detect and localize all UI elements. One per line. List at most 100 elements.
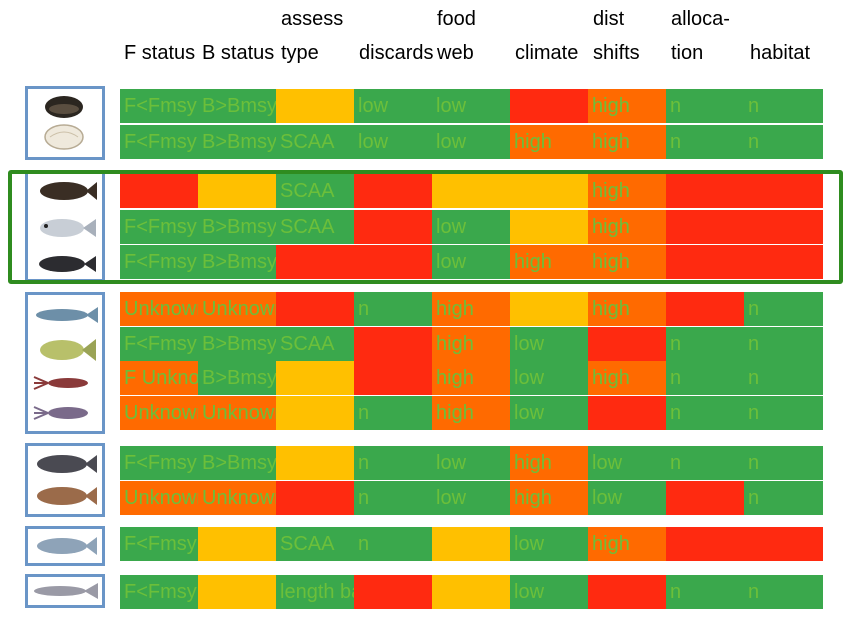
- butterfish-icon: [40, 339, 96, 361]
- heatmap-cell: [588, 327, 667, 361]
- heatmap-cell: n: [744, 292, 823, 326]
- heatmap-cell: [276, 446, 355, 480]
- heatmap-cell: high: [510, 245, 589, 279]
- heatmap-cell: n: [744, 327, 823, 361]
- heatmap-cell: high: [588, 245, 667, 279]
- heatmap-cell: n: [354, 292, 433, 326]
- heatmap-cell: high: [432, 361, 511, 395]
- heatmap-cell: low: [510, 575, 589, 609]
- heatmap-cell: [744, 527, 823, 561]
- tilefish-icon: [37, 455, 97, 473]
- heatmap-cell: F<Fmsy: [120, 210, 199, 244]
- heatmap-cell: low: [510, 327, 589, 361]
- heatmap-row: F<Fmsy B>Bmsy n low high low n n: [120, 446, 823, 480]
- heatmap-cell: low: [432, 125, 511, 159]
- heatmap-cell: [744, 245, 823, 279]
- heatmap-cell: n: [354, 396, 433, 430]
- heatmap-cell: n: [666, 327, 745, 361]
- heatmap-cell: [666, 245, 745, 279]
- heatmap-cell: high: [588, 292, 667, 326]
- heatmap-cell: low: [510, 527, 589, 561]
- header-habitat: habitat: [750, 36, 810, 70]
- heatmap-cell: high: [588, 89, 667, 123]
- flounder-icon: [40, 182, 97, 200]
- heatmap-cell: n: [744, 396, 823, 430]
- heatmap-cell: n: [666, 446, 745, 480]
- heatmap-cell: [354, 245, 433, 279]
- species-group-tilefish: [25, 443, 105, 517]
- heatmap-cell: n: [666, 361, 745, 395]
- heatmap-cell: [666, 292, 745, 326]
- heatmap-cell: [432, 174, 511, 208]
- header-line: dist: [593, 8, 625, 30]
- heatmap-row: F<Fmsy B>Bmsy low low high n n: [120, 89, 823, 123]
- heatmap-cell: [354, 575, 433, 609]
- sea-bass-icon: [39, 256, 96, 272]
- heatmap-cell: high: [588, 125, 667, 159]
- heatmap-cell: high: [588, 361, 667, 395]
- heatmap-cell: [276, 481, 355, 515]
- heatmap-cell: low: [432, 481, 511, 515]
- species-group-bluefish: [25, 526, 105, 566]
- header-food-web: food web: [437, 2, 476, 70]
- heatmap-cell: n: [354, 527, 433, 561]
- heatmap-cell: high: [510, 125, 589, 159]
- heatmap-cell: [354, 210, 433, 244]
- header-allocation: alloca- tion: [671, 2, 730, 70]
- header-line: web: [437, 42, 474, 64]
- heatmap-cell: low: [588, 446, 667, 480]
- heatmap-cell: [666, 210, 745, 244]
- heatmap-cell: low: [432, 89, 511, 123]
- heatmap-cell: [432, 575, 511, 609]
- heatmap-cell: SCAA: [276, 327, 355, 361]
- heatmap-cell: [432, 527, 511, 561]
- pelagic-group-icon: [33, 307, 98, 420]
- species-group-pelagics: [25, 292, 105, 434]
- heatmap-cell: low: [432, 210, 511, 244]
- heatmap-cell: [588, 575, 667, 609]
- heatmap-cell: [276, 396, 355, 430]
- heatmap-cell: F<Fmsy: [120, 327, 199, 361]
- heatmap-cell: B>Bmsy: [198, 446, 277, 480]
- heatmap-cell: SCAA: [276, 210, 355, 244]
- mackerel-icon: [36, 307, 98, 323]
- heatmap-cell: high: [588, 174, 667, 208]
- header-line: assess: [281, 8, 344, 30]
- heatmap-cell: [666, 527, 745, 561]
- longfin-squid-icon: [33, 376, 88, 390]
- heatmap-cell: [510, 292, 589, 326]
- heatmap-row: F<Fmsy length ba low n n: [120, 575, 823, 609]
- highlight-box-flatfish: [8, 170, 843, 284]
- heatmap-cell: SCAA: [276, 174, 355, 208]
- heatmap-cell: n: [744, 446, 823, 480]
- heatmap-row: F<Fmsy B>Bmsy low high high: [120, 245, 823, 279]
- heatmap-cell: [744, 210, 823, 244]
- heatmap-cell: n: [666, 89, 745, 123]
- heatmap-row: F<Fmsy B>Bmsy SCAA low low high high n n: [120, 125, 823, 159]
- heatmap-cell: SCAA: [276, 125, 355, 159]
- header-climate: climate: [515, 36, 578, 70]
- heatmap-cell: low: [432, 446, 511, 480]
- heatmap-cell: low: [432, 245, 511, 279]
- heatmap-cell: F<Fmsy: [120, 245, 199, 279]
- header-line: food: [437, 8, 476, 30]
- heatmap-cell: high: [588, 527, 667, 561]
- dogfish-icon: [34, 583, 98, 599]
- heatmap-cell: F<Fmsy: [120, 89, 199, 123]
- heatmap-cell: [510, 174, 589, 208]
- heatmap-cell: [198, 575, 277, 609]
- heatmap-cell: [744, 174, 823, 208]
- heatmap-cell: n: [744, 575, 823, 609]
- heatmap-cell: F<Fmsy: [120, 575, 199, 609]
- header-line: B status: [202, 42, 275, 64]
- heatmap-cell: F<Fmsy: [120, 446, 199, 480]
- heatmap-cell: [198, 174, 277, 208]
- heatmap-cell: high: [432, 327, 511, 361]
- header-dist-shifts: dist shifts: [593, 2, 640, 70]
- heatmap-cell: low: [354, 125, 433, 159]
- heatmap-cell: high: [432, 292, 511, 326]
